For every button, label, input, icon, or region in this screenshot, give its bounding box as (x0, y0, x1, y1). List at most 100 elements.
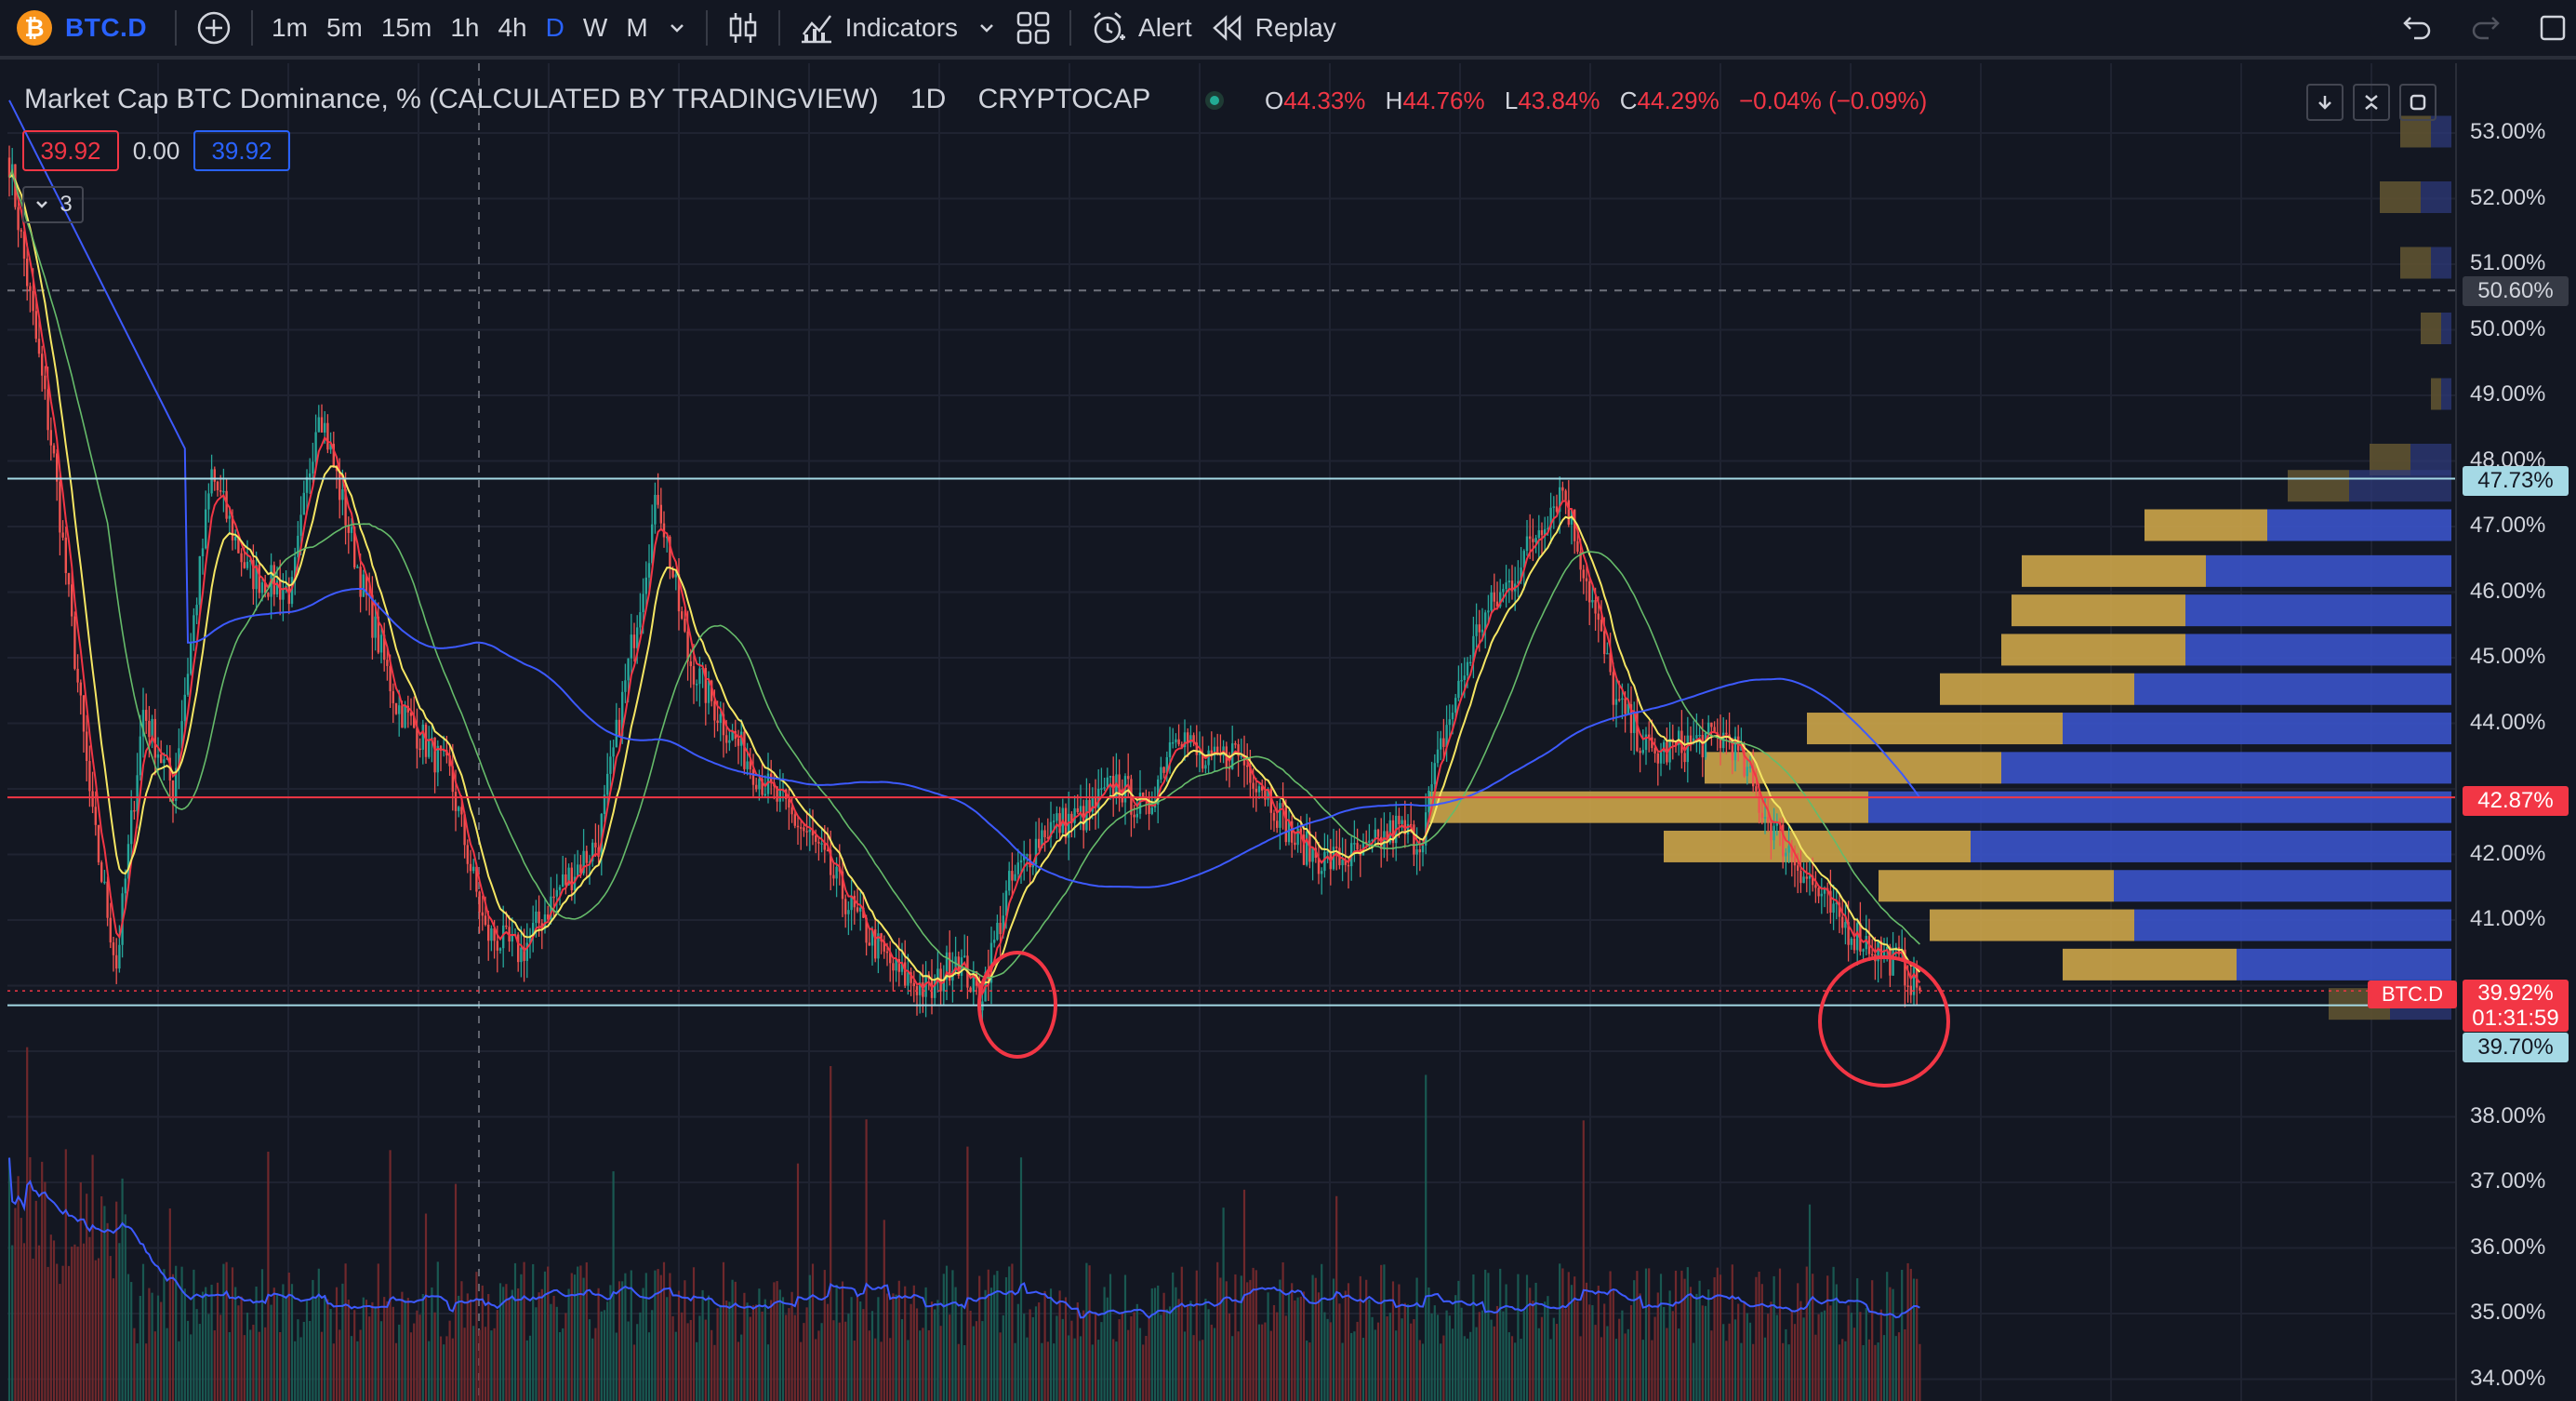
interval-1h[interactable]: 1h (450, 13, 480, 42)
volume-bar (231, 1267, 234, 1401)
collapse-pane-button[interactable] (2353, 84, 2390, 121)
symbol-search-button[interactable]: ₿ BTC.D (0, 10, 166, 46)
indicators-collapse-button[interactable]: 3 (22, 186, 84, 223)
volume-bar (1588, 1304, 1591, 1401)
volume-bar (409, 1332, 413, 1401)
candle-body (275, 580, 279, 594)
volume-bar (1540, 1316, 1544, 1401)
candle-body (1374, 829, 1376, 840)
volume-bar (1344, 1290, 1347, 1401)
compare-symbol-button[interactable] (186, 0, 242, 58)
volume-bar (496, 1310, 498, 1401)
candle-body (644, 577, 647, 594)
volume-bar (1410, 1323, 1413, 1401)
candle-body (579, 864, 582, 874)
interval-w[interactable]: W (582, 13, 608, 42)
interval-15m[interactable]: 15m (380, 13, 432, 42)
interval-d[interactable]: D (545, 13, 564, 42)
volume-profile-up-bar (1428, 791, 1868, 823)
volume-bar (1502, 1311, 1505, 1401)
candle-body (1216, 746, 1219, 754)
volume-bar (1746, 1313, 1748, 1401)
volume-bar (1514, 1342, 1517, 1401)
volume-bar (1603, 1303, 1606, 1401)
replay-button[interactable]: Replay (1202, 0, 1346, 58)
volume-bar (1306, 1341, 1308, 1401)
volume-bar (1882, 1335, 1886, 1401)
candle-body (37, 339, 41, 354)
market-status-icon[interactable] (1205, 91, 1224, 110)
price-axis[interactable] (2455, 63, 2576, 1401)
price-tick-label: 52.00% (2470, 184, 2546, 210)
volume-bar (555, 1306, 558, 1401)
volume-bar (443, 1344, 445, 1401)
candle-body (1383, 831, 1386, 849)
indicators-button[interactable]: Indicators (790, 0, 967, 58)
volume-bar (1311, 1274, 1314, 1401)
candle-body (1659, 752, 1663, 764)
fullscreen-window-button[interactable] (2530, 0, 2576, 58)
interval-1m[interactable]: 1m (272, 13, 308, 42)
undo-button[interactable] (2392, 0, 2442, 58)
candle-body (1707, 722, 1710, 733)
volume-bar (195, 1309, 198, 1401)
volume-bar (689, 1319, 692, 1401)
volume-bar (582, 1277, 585, 1401)
candle-body (26, 259, 29, 287)
volume-bar (1219, 1277, 1222, 1401)
candle-body (1091, 796, 1094, 812)
volume-bar (591, 1338, 594, 1401)
redo-button[interactable] (2461, 0, 2511, 58)
series-legend[interactable]: Market Cap BTC Dominance, % (CALCULATED … (24, 84, 1175, 115)
candle-body (677, 574, 681, 612)
volume-bar (1332, 1278, 1335, 1401)
candle-body (1618, 699, 1621, 701)
interval-dropdown-button[interactable] (657, 0, 697, 58)
candle-body (1752, 766, 1755, 787)
candle-body (907, 972, 910, 986)
volume-bar (1763, 1337, 1767, 1401)
volume-bar (1812, 1274, 1814, 1401)
candle-body (454, 792, 458, 811)
candle-body (1782, 824, 1785, 857)
buy-price-box[interactable]: 39.92 (193, 130, 290, 171)
volume-bar (832, 1320, 835, 1401)
volume-bar (1070, 1320, 1073, 1401)
candle-body (1100, 788, 1103, 790)
volume-bar (803, 1323, 805, 1401)
candle-body (669, 536, 671, 569)
price-chart[interactable] (0, 63, 2455, 1401)
candle-body (853, 895, 856, 908)
interval-m[interactable]: M (626, 13, 648, 42)
candle-body (130, 809, 133, 845)
indicators-dropdown-button[interactable] (967, 0, 1006, 58)
candle-body (1797, 865, 1799, 872)
interval-5m[interactable]: 5m (325, 13, 363, 42)
volume-bar (1415, 1277, 1418, 1401)
candle-body (1371, 839, 1374, 842)
candle-body (424, 724, 428, 757)
sell-price-box[interactable]: 39.92 (22, 130, 119, 171)
chart-type-button[interactable] (717, 0, 769, 58)
volume-bar (1371, 1316, 1374, 1401)
candle-body (942, 979, 945, 992)
candle-body (413, 715, 416, 728)
layouts-button[interactable] (1006, 0, 1060, 58)
move-pane-down-button[interactable] (2306, 84, 2344, 121)
volume-bar (677, 1290, 681, 1401)
volume-bar (109, 1256, 112, 1401)
volume-bar (1281, 1261, 1284, 1401)
candle-body (1612, 672, 1614, 705)
volume-bar (1448, 1315, 1451, 1401)
interval-4h[interactable]: 4h (498, 13, 527, 42)
alert-button[interactable]: Alert (1081, 0, 1202, 58)
candle-body (260, 582, 264, 594)
volume-bar (1862, 1344, 1865, 1401)
volume-bar (258, 1331, 260, 1401)
candle-body (1484, 612, 1487, 630)
volume-bar (1835, 1284, 1838, 1401)
candle-body (1793, 857, 1797, 866)
maximize-pane-button[interactable] (2399, 84, 2437, 121)
volume-bar (1874, 1344, 1877, 1401)
candle-body (1165, 756, 1168, 773)
